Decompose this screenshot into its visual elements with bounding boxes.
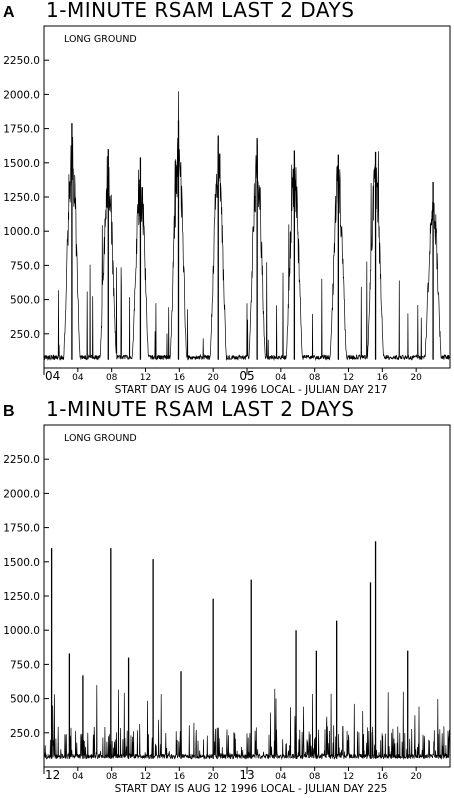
x-tick-label: 08 [106,772,118,782]
chart-panel-b: B 1-MINUTE RSAM LAST 2 DAYS 250.0 500.0 75… [0,397,454,798]
chart-title: 1-MINUTE RSAM LAST 2 DAYS [46,397,355,421]
y-tick-label: 500.0 [10,694,40,706]
x-tick-label: 12 [140,373,151,383]
plot-frame [43,424,451,768]
y-tick-label: 1250.0 [3,192,40,204]
x-tick-label: 16 [377,772,389,782]
x-tick-label: 08 [309,772,321,782]
chart-title: 1-MINUTE RSAM LAST 2 DAYS [46,0,355,22]
x-tick-label: 20 [207,373,219,383]
y-tick-label: 750.0 [10,659,40,671]
x-tick-label: 12 [343,373,354,383]
x-tick-label: 13 [239,768,254,782]
y-tick-label: 2000.0 [3,488,40,500]
y-tick-label: 1500.0 [3,557,40,569]
x-tick-label: 04 [275,373,287,383]
chart-footer: START DAY IS AUG 04 1996 LOCAL - JULIAN … [115,384,388,396]
y-tick-label: 1750.0 [3,523,40,535]
y-tick-label: 1000.0 [3,625,40,637]
x-tick-label: 20 [410,373,422,383]
y-tick-label: 250.0 [10,728,40,740]
x-tick-label: 04 [45,369,60,383]
y-tick-label: 2250.0 [3,454,40,466]
chart-panel-a: A 1-MINUTE RSAM LAST 2 DAYS 250.0 500.0 75… [3,0,451,396]
x-tick-label: 12 [140,772,151,782]
y-tick-label: 750.0 [10,260,40,272]
x-tick-label: 20 [207,772,219,782]
panel-label: A [3,4,15,21]
y-tick-label: 1250.0 [3,591,40,603]
trace-label: LONG GROUND [64,34,137,45]
rsam-trace [43,91,451,361]
y-tick-label: 500.0 [10,295,40,307]
x-tick-label: 12 [45,768,60,782]
y-tick-label: 250.0 [10,329,40,341]
y-tick-label: 2250.0 [3,55,40,67]
x-tick-label: 04 [72,373,84,383]
x-tick-label: 20 [410,772,422,782]
rsam-chart: 250.0 500.0 750.0 1000.0 1250.0 1500.0 1750.0 2… [3,424,451,795]
trace-label: LONG GROUND [64,433,137,444]
panel-label: B [3,403,15,420]
x-tick-label: 08 [106,373,118,383]
x-tick-label: 05 [239,369,254,383]
y-tick-label: 1500.0 [3,158,40,170]
y-tick-label: 1750.0 [3,124,40,136]
x-tick-label: 04 [275,772,287,782]
x-tick-label: 16 [174,772,186,782]
x-tick-label: 04 [72,772,84,782]
rsam-chart: 250.0 500.0 750.0 1000.0 1250.0 1500.0 1750.0 2… [3,25,451,396]
x-tick-label: 16 [174,373,186,383]
x-tick-label: 12 [343,772,354,782]
y-tick-label: 1000.0 [3,226,40,238]
chart-footer: START DAY IS AUG 12 1996 LOCAL - JULIAN … [115,783,388,795]
x-tick-label: 08 [309,373,321,383]
x-tick-label: 16 [377,373,389,383]
rsam-trace [43,685,451,760]
y-tick-label: 2000.0 [3,89,40,101]
